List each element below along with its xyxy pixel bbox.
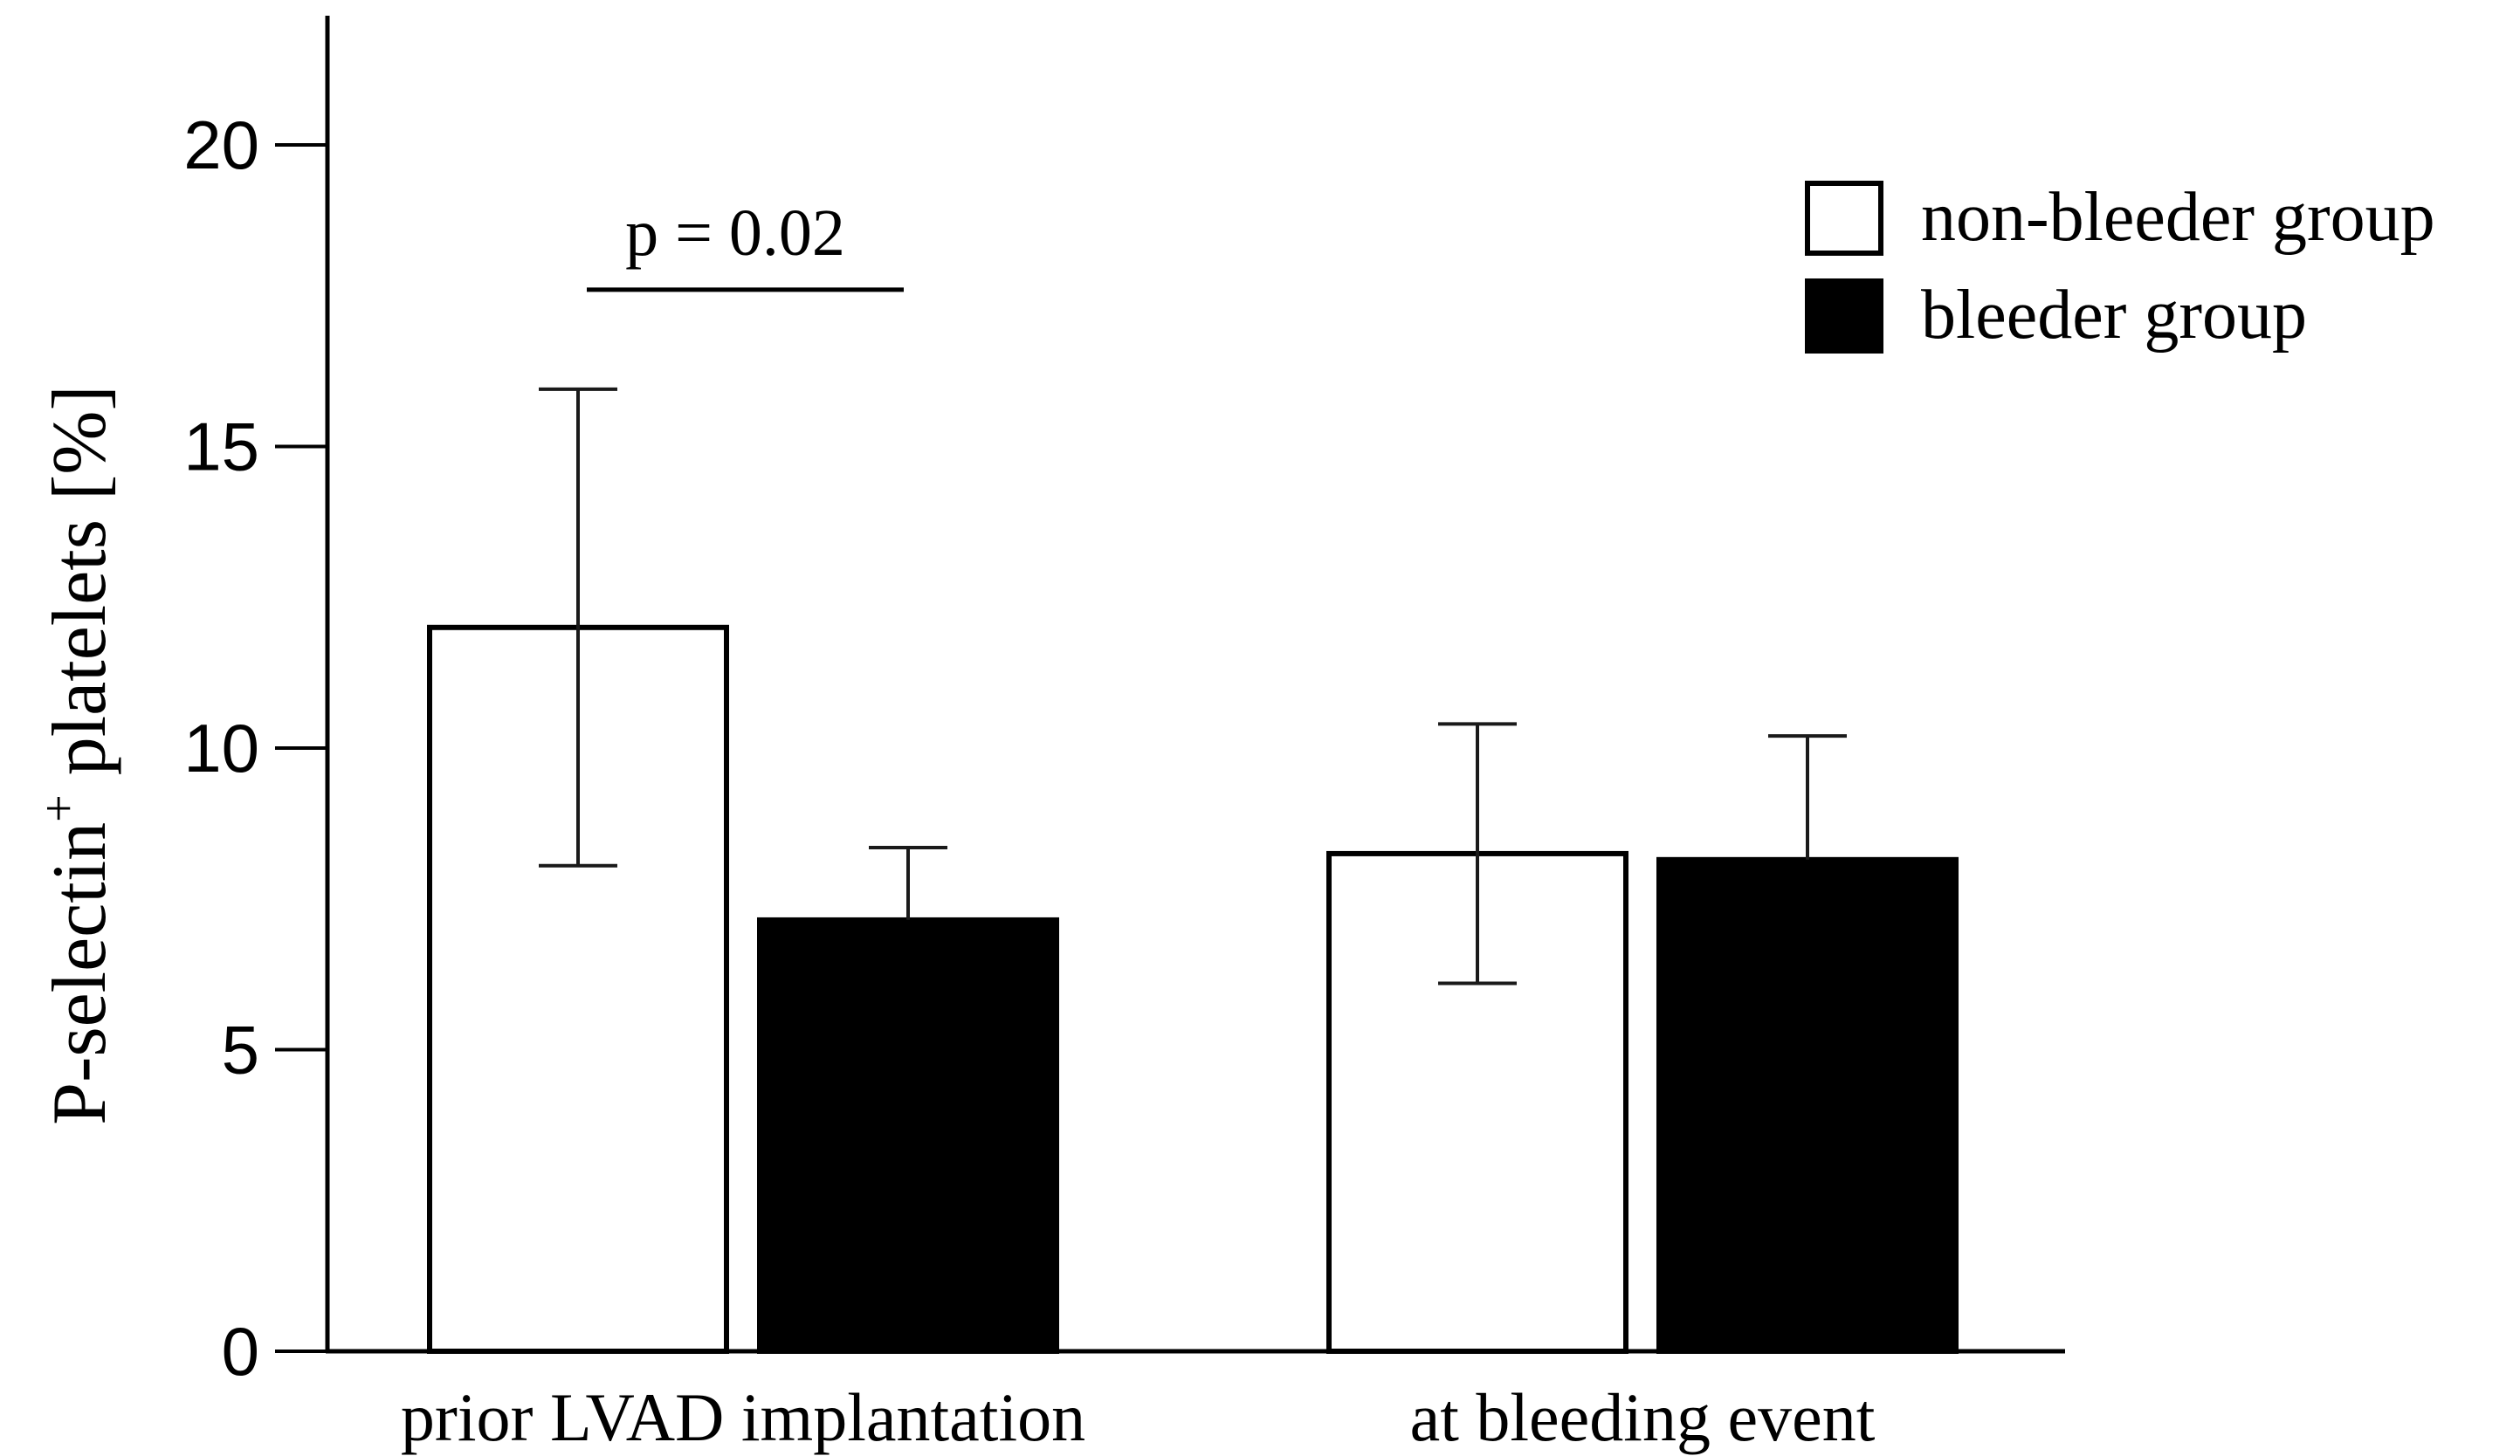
- y-tick-label-20: 20: [183, 106, 259, 183]
- x-category-label-0: prior LVAD implantation: [401, 1379, 1085, 1455]
- y-axis-label: P-selectin+ platelets [%]: [32, 385, 122, 1125]
- bar-bleeder-prior-lvad: [757, 917, 1059, 1355]
- p-value-annotation: p = 0.02: [625, 196, 845, 270]
- legend-label-non-bleeder: non-bleeder group: [1921, 179, 2435, 256]
- bar-bleeder-bleeding-event: [1656, 856, 1959, 1354]
- y-tick-label-10: 10: [183, 710, 259, 786]
- legend: non-bleeder group bleeder group: [1805, 179, 2435, 354]
- y-axis-label-main: P-selectin: [38, 822, 122, 1125]
- y-axis-label-superscript: +: [32, 794, 86, 822]
- legend-swatch-non-bleeder: [1805, 181, 1883, 256]
- y-tick-label-15: 15: [183, 409, 259, 485]
- y-tick-label-5: 5: [222, 1012, 259, 1089]
- svg-text:P-selectin+ platelets [%]: P-selectin+ platelets [%]: [32, 385, 122, 1125]
- y-axis-label-suffix: platelets [%]: [38, 385, 122, 794]
- y-tick-label-0: 0: [222, 1313, 259, 1390]
- x-category-label-1: at bleeding event: [1410, 1379, 1876, 1455]
- legend-swatch-bleeder: [1805, 278, 1883, 354]
- legend-label-bleeder: bleeder group: [1921, 277, 2307, 354]
- plot-area: 0 5 10 15 20 prior LVAD implantation at bleedi…: [183, 16, 2435, 1455]
